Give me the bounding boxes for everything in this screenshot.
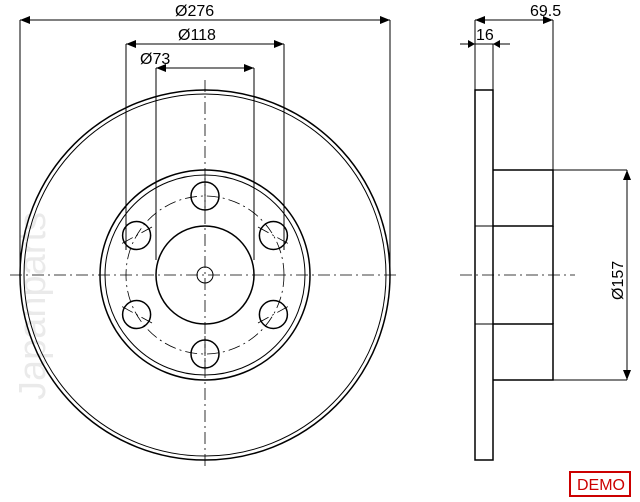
demo-stamp: DEMO <box>570 472 630 496</box>
dim-depth: 69.5 <box>530 3 561 20</box>
dim-flange: 16 <box>476 27 494 44</box>
dim-outer-dia: Ø276 <box>175 3 214 20</box>
dim-bore: Ø73 <box>140 51 170 68</box>
dim-bolt-circle: Ø118 <box>178 27 216 44</box>
drawing-canvas: Japanparts <box>0 0 640 502</box>
demo-label: DEMO <box>577 477 625 494</box>
side-view <box>460 90 575 460</box>
dim-hub-dia: Ø157 <box>610 261 627 300</box>
front-view <box>10 80 400 470</box>
